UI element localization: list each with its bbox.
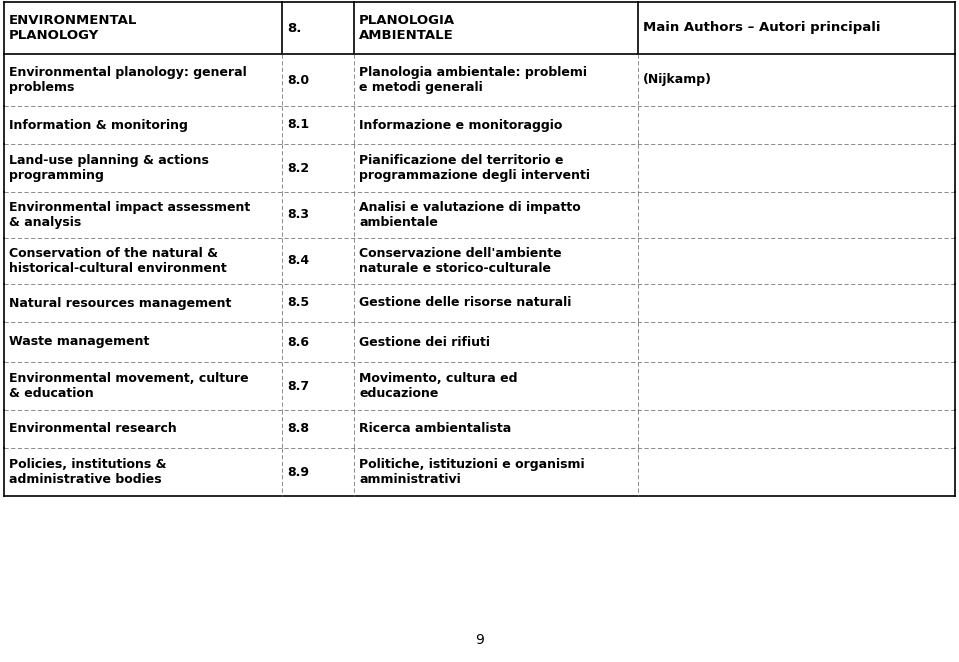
Text: 8.4: 8.4 (287, 254, 309, 267)
Text: 8.9: 8.9 (287, 465, 309, 479)
Text: Land-use planning & actions
programming: Land-use planning & actions programming (9, 154, 209, 182)
Text: Environmental planology: general
problems: Environmental planology: general problem… (9, 66, 246, 94)
Text: 9: 9 (475, 633, 484, 647)
Text: Gestione delle risorse naturali: Gestione delle risorse naturali (359, 297, 572, 310)
Text: Pianificazione del territorio e
programmazione degli interventi: Pianificazione del territorio e programm… (359, 154, 590, 182)
Text: 8.0: 8.0 (287, 73, 309, 87)
Text: Environmental movement, culture
& education: Environmental movement, culture & educat… (9, 372, 248, 400)
Text: Conservation of the natural &
historical-cultural environment: Conservation of the natural & historical… (9, 247, 226, 275)
Text: Waste management: Waste management (9, 336, 150, 348)
Text: 8.6: 8.6 (287, 336, 309, 348)
Text: Main Authors – Autori principali: Main Authors – Autori principali (643, 21, 880, 34)
Text: 8.7: 8.7 (287, 379, 309, 393)
Text: Politiche, istituzioni e organismi
amministrativi: Politiche, istituzioni e organismi ammin… (359, 458, 585, 486)
Text: Planologia ambientale: problemi
e metodi generali: Planologia ambientale: problemi e metodi… (359, 66, 587, 94)
Text: Policies, institutions &
administrative bodies: Policies, institutions & administrative … (9, 458, 167, 486)
Text: 8.8: 8.8 (287, 422, 309, 436)
Text: Environmental research: Environmental research (9, 422, 176, 436)
Text: 8.5: 8.5 (287, 297, 309, 310)
Text: Conservazione dell'ambiente
naturale e storico-culturale: Conservazione dell'ambiente naturale e s… (359, 247, 562, 275)
Text: PLANOLOGIA
AMBIENTALE: PLANOLOGIA AMBIENTALE (359, 14, 456, 42)
Text: 8.1: 8.1 (287, 118, 309, 132)
Text: Informazione e monitoraggio: Informazione e monitoraggio (359, 118, 562, 132)
Text: Natural resources management: Natural resources management (9, 297, 231, 310)
Text: Gestione dei rifiuti: Gestione dei rifiuti (359, 336, 490, 348)
Text: 8.3: 8.3 (287, 209, 309, 222)
Text: 8.2: 8.2 (287, 162, 309, 175)
Text: Movimento, cultura ed
educazione: Movimento, cultura ed educazione (359, 372, 518, 400)
Text: Ricerca ambientalista: Ricerca ambientalista (359, 422, 511, 436)
Text: Information & monitoring: Information & monitoring (9, 118, 188, 132)
Text: (Nijkamp): (Nijkamp) (643, 73, 712, 87)
Text: Analisi e valutazione di impatto
ambientale: Analisi e valutazione di impatto ambient… (359, 201, 581, 229)
Text: 8.: 8. (287, 21, 301, 34)
Text: Environmental impact assessment
& analysis: Environmental impact assessment & analys… (9, 201, 250, 229)
Text: ENVIRONMENTAL
PLANOLOGY: ENVIRONMENTAL PLANOLOGY (9, 14, 137, 42)
